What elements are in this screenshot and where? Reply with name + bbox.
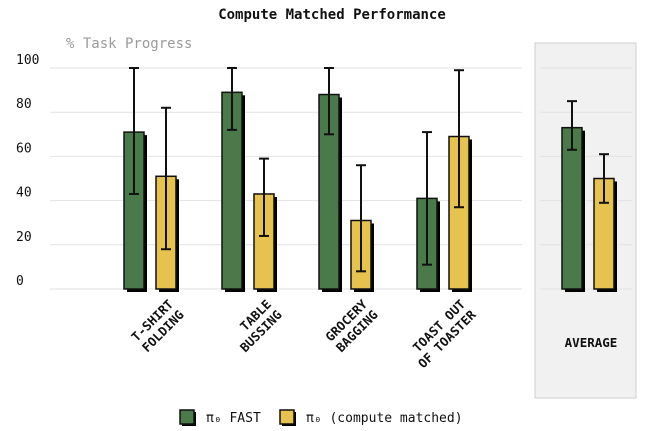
y-tick-label: 0 [16,274,24,289]
y-tick-label: 20 [16,230,32,245]
legend: π₀ FAST π₀ (compute matched) [179,409,463,426]
category-label: TABLEBUSSING [226,297,284,355]
y-tick-label: 40 [16,186,32,201]
y-tick-labels: 0 20 40 60 80 100 [16,53,39,289]
category-label: T-SHIRTFOLDING [128,297,186,355]
bars [123,67,617,293]
legend-label: π₀ FAST [206,411,261,426]
y-tick-label: 100 [16,53,39,68]
category-label: AVERAGE [565,335,618,350]
chart-title: Compute Matched Performance [218,7,446,23]
category-label: TOAST OUTOF TOASTER [404,296,479,371]
category-label: GROCERYBAGGING [322,296,381,355]
legend-swatch [179,409,195,425]
legend-label: π₀ (compute matched) [306,411,463,426]
y-tick-label: 80 [16,97,32,112]
bar [561,126,583,290]
y-tick-label: 60 [16,141,32,156]
average-panel [534,42,637,399]
y-axis-label: % Task Progress [66,36,192,52]
legend-swatch [279,409,295,425]
